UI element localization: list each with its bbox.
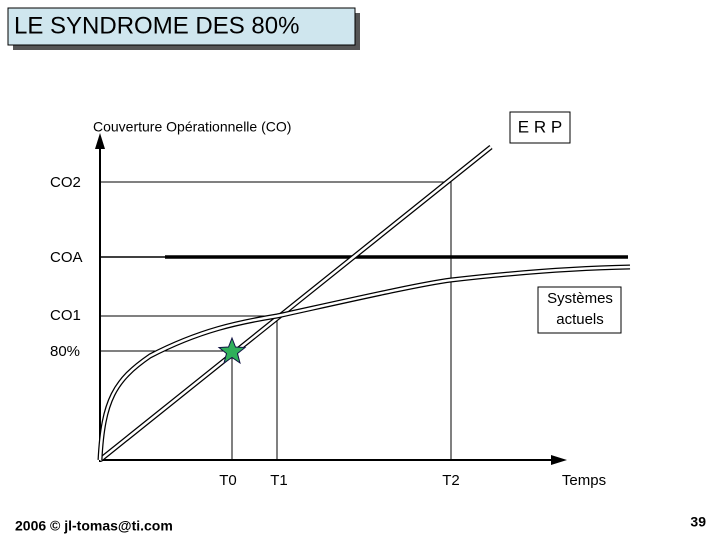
legacy-curve [98,265,631,461]
legacy-box [537,286,622,334]
legacy-label: actuels [556,311,604,328]
star [217,336,247,365]
level-label: COA [50,249,83,266]
x-arrow [551,455,567,465]
level-label: CO2 [50,174,81,191]
time-label: T0 [219,472,237,489]
y-arrow [95,133,105,149]
y-axis-label: Couverture Opérationnelle (CO) [93,119,291,135]
erp-curve [99,146,492,461]
legacy-label: Systèmes [547,290,613,307]
title: LE SYNDROME DES 80% [14,12,299,39]
x-axis-label: Temps [562,472,606,489]
erp-label: E R P [518,117,562,136]
level-label: 80% [50,343,80,360]
footer-credit: 2006 © jl-tomas@ti.com [15,518,173,534]
page-number: 39 [690,514,706,530]
time-label: T2 [442,472,460,489]
title-box [7,7,356,46]
erp-box [509,111,571,144]
time-label: T1 [270,472,288,489]
level-label: CO1 [50,307,81,324]
